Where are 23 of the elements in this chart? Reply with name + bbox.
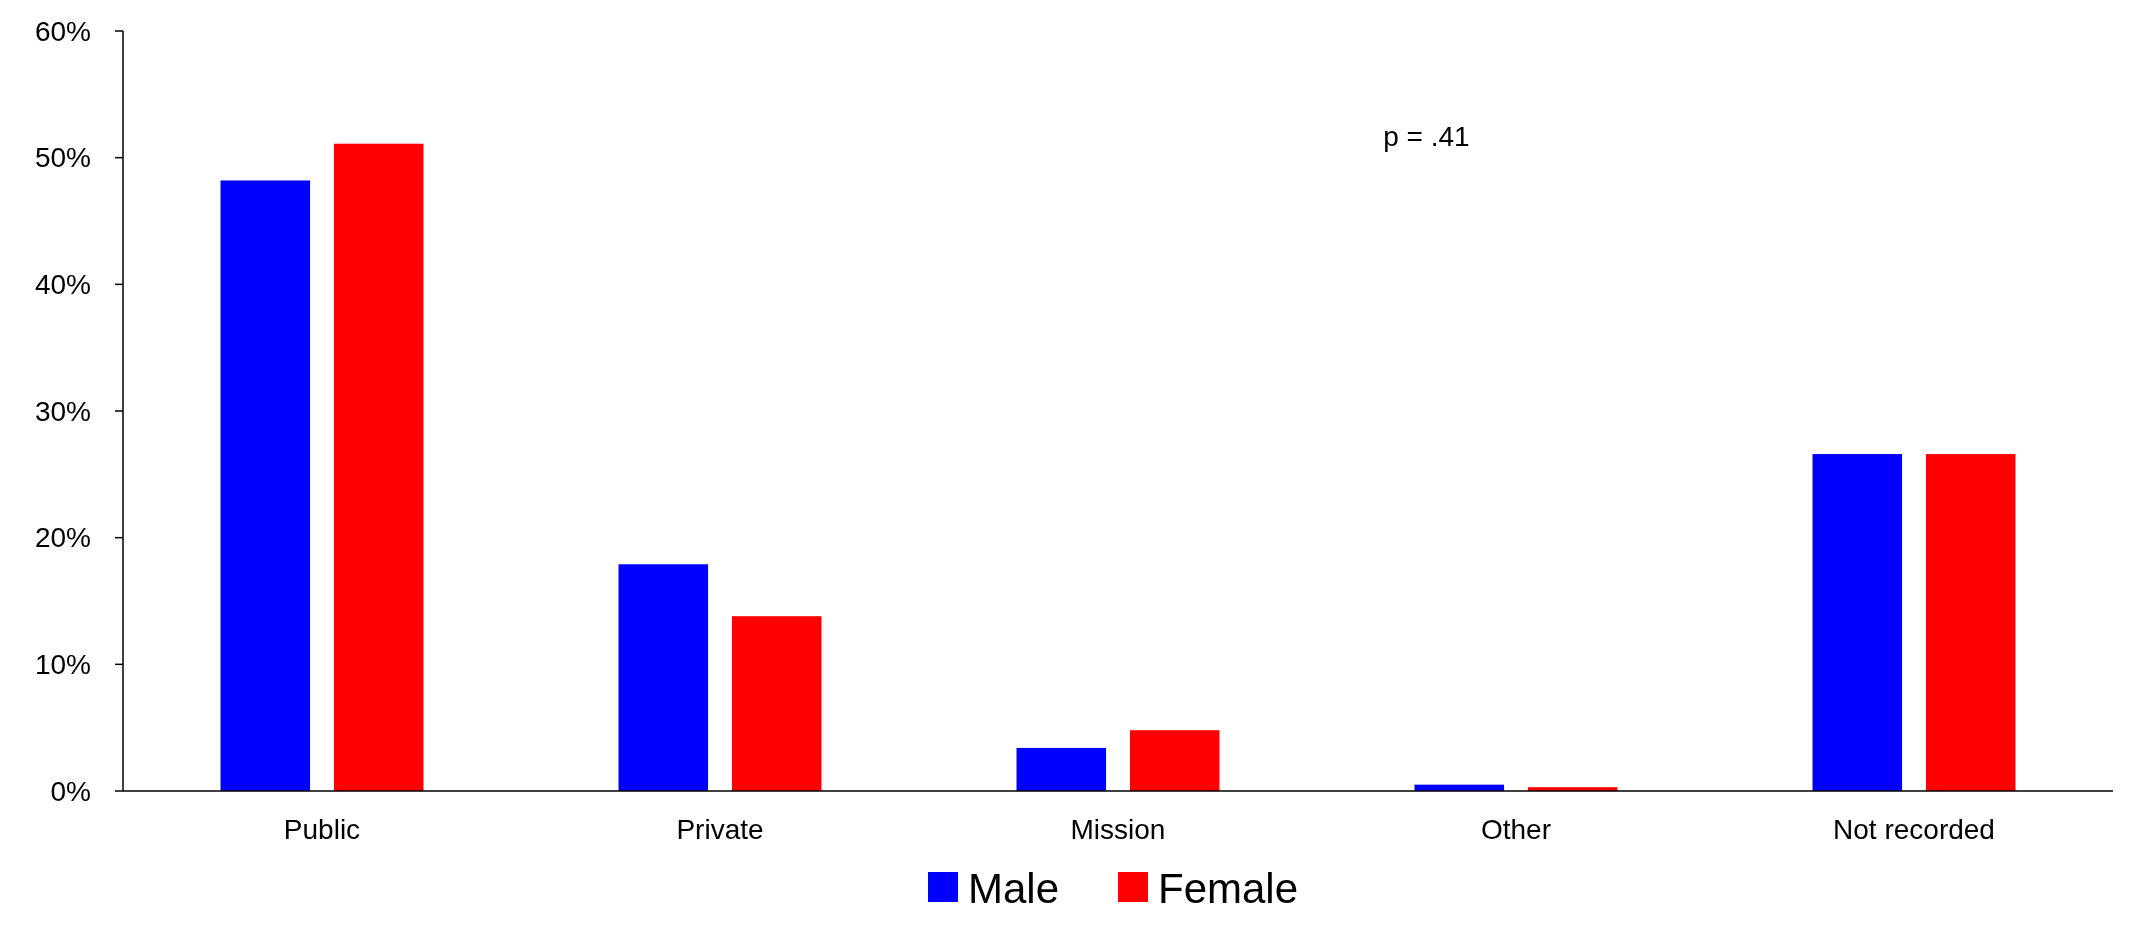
bar — [1925, 454, 2016, 791]
bar — [333, 143, 424, 791]
x-tick-label: Mission — [1070, 814, 1166, 845]
annotation: p = .41 — [1383, 121, 1470, 152]
bar — [618, 564, 709, 791]
legend-label: Female — [1158, 864, 1299, 912]
y-tick-label: 40% — [34, 269, 91, 301]
y-tick-label: 60% — [34, 15, 91, 47]
y-tick-label: 50% — [34, 142, 91, 174]
y-tick-label: 30% — [34, 395, 91, 427]
legend-label: Male — [968, 864, 1060, 912]
bar — [1129, 730, 1220, 791]
bar — [220, 180, 311, 791]
y-tick-label: 10% — [34, 649, 91, 681]
x-tick-label: Other — [1480, 814, 1552, 845]
x-tick-label: Private — [676, 814, 764, 845]
bar — [1016, 747, 1107, 791]
x-tick-label: Not recorded — [1833, 814, 1995, 845]
x-tick-label: Public — [283, 814, 361, 845]
y-tick-label: 0% — [50, 775, 91, 807]
y-tick-label: 20% — [34, 522, 91, 554]
bar — [1812, 454, 1903, 791]
bar — [731, 616, 822, 791]
